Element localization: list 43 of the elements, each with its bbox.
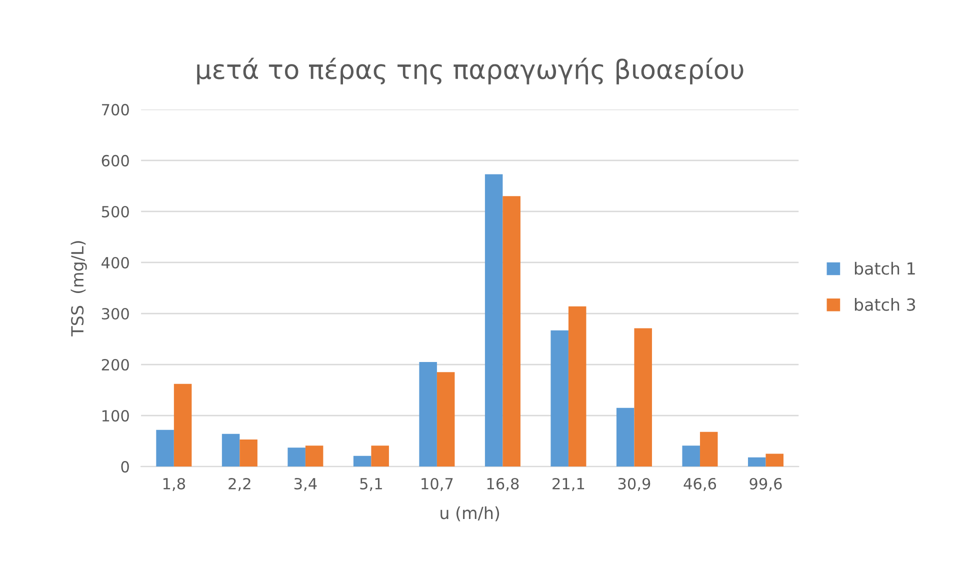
y-tick-label: 400 [102, 256, 129, 269]
bar [419, 362, 437, 467]
bar [568, 306, 586, 467]
x-tick-label: 99,6 [750, 478, 782, 492]
legend-label: batch 3 [854, 298, 916, 311]
y-tick-label: 300 [102, 308, 129, 320]
bar [748, 457, 766, 467]
y-tick-label: 600 [102, 154, 129, 166]
bar [550, 330, 568, 467]
bar [222, 434, 240, 467]
bar [353, 456, 372, 467]
bar [305, 446, 324, 467]
bar [156, 430, 174, 467]
bar [682, 446, 700, 467]
bar [436, 372, 455, 467]
bar [502, 196, 520, 467]
y-tick-label: 0 [121, 461, 129, 473]
y-tick-label: 100 [102, 410, 129, 422]
y-tick-label: 200 [102, 358, 129, 371]
y-tick-label: 500 [102, 206, 129, 218]
x-tick-label: 16,8 [487, 478, 519, 492]
bar [634, 328, 652, 467]
x-tick-label: 5,1 [360, 478, 382, 492]
x-axis-title: u (m/h) [440, 506, 500, 522]
bar [616, 408, 634, 467]
x-tick-label: 3,4 [294, 478, 317, 492]
x-tick-label: 2,2 [228, 478, 250, 492]
legend-label: batch 1 [854, 262, 915, 275]
chart-title: μετά το πέρας της παραγωγής βιοαερίου [197, 58, 744, 84]
bar [766, 454, 784, 467]
bar [371, 446, 389, 467]
bar [240, 440, 258, 467]
x-tick-label: 21,1 [552, 478, 584, 492]
bar [484, 174, 503, 467]
x-tick-label: 1,8 [163, 478, 186, 492]
bar [288, 448, 306, 467]
x-tick-label: 30,9 [618, 478, 650, 492]
bar [700, 432, 718, 467]
x-tick-label: 46,6 [684, 478, 716, 492]
y-axis-title: TSS (mg/L) [70, 241, 87, 336]
x-tick-label: 10,7 [422, 478, 453, 492]
bar [174, 384, 192, 467]
y-tick-label: 700 [102, 104, 129, 116]
